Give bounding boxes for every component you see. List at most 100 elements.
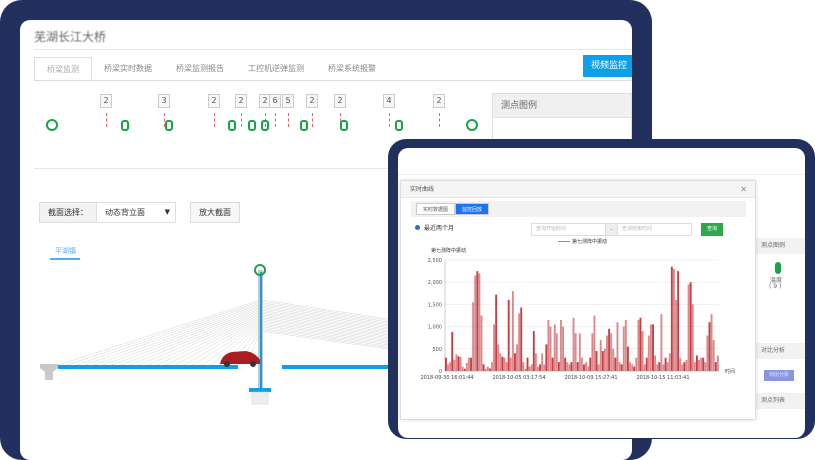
sensor-count-tag[interactable]: 2 (259, 94, 271, 108)
cable (147, 314, 261, 366)
close-icon[interactable]: ✕ (740, 185, 747, 194)
data-bar (484, 368, 487, 371)
direction-label: 平湖镇 (55, 247, 76, 255)
sensor-count-tag[interactable]: 2 (100, 94, 112, 108)
data-bar (534, 353, 537, 371)
data-bar (530, 364, 533, 371)
data-bar (570, 362, 573, 371)
data-bar (486, 366, 489, 371)
caret-down-icon: ▼ (164, 208, 170, 216)
data-bar (461, 366, 464, 371)
data-bar (568, 364, 571, 371)
tab-0[interactable]: 桥梁监测 (34, 57, 92, 80)
sensor-count-tag[interactable]: 4 (383, 94, 395, 108)
data-bar (714, 362, 717, 371)
data-bar (712, 339, 715, 371)
section-dropdown[interactable]: 动态背立面 ▼ (97, 203, 175, 222)
data-bar (622, 326, 625, 371)
no-signal-icon[interactable] (466, 119, 478, 131)
data-bar (672, 268, 675, 371)
modal-tab-0[interactable]: 实时数据图 (416, 203, 456, 215)
data-bar (555, 333, 558, 371)
start-time-input[interactable]: 查询开始时间 (531, 223, 606, 236)
strain-sensor-icon[interactable] (228, 120, 236, 131)
data-bar (522, 362, 525, 371)
cable (102, 307, 261, 366)
sensor-count-tag[interactable]: 5 (282, 94, 294, 108)
data-bar (516, 344, 518, 371)
sensor-marker (312, 113, 313, 127)
data-bar (700, 357, 703, 371)
accelerometer-icon[interactable] (46, 119, 58, 131)
data-bar (645, 357, 648, 371)
data-bar (583, 364, 585, 371)
data-bar (528, 366, 531, 371)
data-bar (591, 333, 594, 371)
tab-4[interactable]: 桥梁系统报警 (328, 64, 376, 73)
data-bar (526, 357, 529, 371)
data-bar (549, 326, 552, 371)
data-bar (518, 313, 521, 371)
section-value: 动态背立面 (105, 208, 145, 217)
sensor-count-tag[interactable]: 3 (158, 94, 170, 108)
x-tick-label: 2018-10-09 15:27:41 (564, 375, 617, 381)
legend-header: 测点图例 (753, 238, 805, 254)
realtime-curve-modal: 实时曲线 ✕ 实时数据图 监控回放 最近两个月 查询开始时间 - 查询结束时间 查询… (400, 180, 756, 420)
pylon-sensor-icon[interactable] (254, 264, 266, 276)
data-bar (576, 362, 579, 371)
strain-sensor-icon[interactable] (165, 120, 173, 131)
sensor-marker (106, 113, 107, 127)
data-bar (666, 362, 669, 371)
section-select[interactable]: 截面选择： 动态背立面 ▼ (39, 202, 176, 223)
sensor-count-tag[interactable]: 2 (235, 94, 247, 108)
data-bar (606, 335, 608, 371)
data-bar (572, 317, 575, 371)
cable (201, 323, 261, 366)
sensor-count-tag[interactable]: 2 (334, 94, 346, 108)
strain-sensor-icon[interactable] (340, 120, 348, 131)
sensor-count-tag[interactable]: 6 (269, 94, 281, 108)
tab-2[interactable]: 桥梁监测报告 (176, 64, 224, 73)
data-bar (551, 357, 554, 371)
data-bar (706, 335, 709, 371)
data-bar (476, 271, 479, 371)
sensor-count-tag[interactable]: 2 (208, 94, 220, 108)
video-monitor-button[interactable]: 视频监控 (583, 55, 632, 77)
radio-last-two-months[interactable] (415, 225, 420, 230)
data-bar (505, 362, 508, 371)
strain-sensor-icon[interactable] (261, 120, 269, 131)
strain-sensor-icon[interactable] (248, 120, 256, 131)
car-icon (220, 351, 260, 364)
data-bar (539, 364, 542, 371)
strain-sensor-icon[interactable] (300, 120, 308, 131)
cable (165, 317, 261, 366)
data-bar (566, 362, 569, 371)
cable (75, 302, 261, 366)
data-bar (468, 357, 470, 371)
data-bar (453, 359, 456, 371)
end-time-input[interactable]: 查询结束时间 (617, 223, 692, 236)
temp-count: ( 9 ) (769, 283, 782, 290)
sensor-marker (164, 113, 165, 127)
bridge-diagram (40, 264, 632, 405)
data-bar (620, 364, 623, 371)
sensor-count-tag[interactable]: 2 (433, 94, 445, 108)
divider (34, 49, 632, 50)
analysis-header: 对比分析 (753, 343, 805, 359)
section-label: 截面选择： (40, 203, 97, 222)
compare-button[interactable]: 对比分析 (764, 370, 794, 381)
data-bar (564, 357, 567, 371)
query-button[interactable]: 查询 (701, 223, 723, 236)
strain-sensor-icon[interactable] (121, 120, 129, 131)
data-bar (499, 353, 502, 371)
sensor-count-tag[interactable]: 2 (306, 94, 318, 108)
zoom-section-button[interactable]: 放大截面 (190, 202, 240, 223)
tab-3[interactable]: 工控机逆弹监测 (248, 64, 304, 73)
strain-sensor-icon[interactable] (395, 120, 403, 131)
data-bar (455, 354, 458, 371)
data-bar (679, 357, 682, 371)
y-tick-label: 2,000 (428, 280, 442, 286)
tab-1[interactable]: 桥梁实时数据 (104, 64, 152, 73)
modal-tab-1[interactable]: 监控回放 (455, 203, 490, 215)
data-bar (654, 355, 657, 371)
